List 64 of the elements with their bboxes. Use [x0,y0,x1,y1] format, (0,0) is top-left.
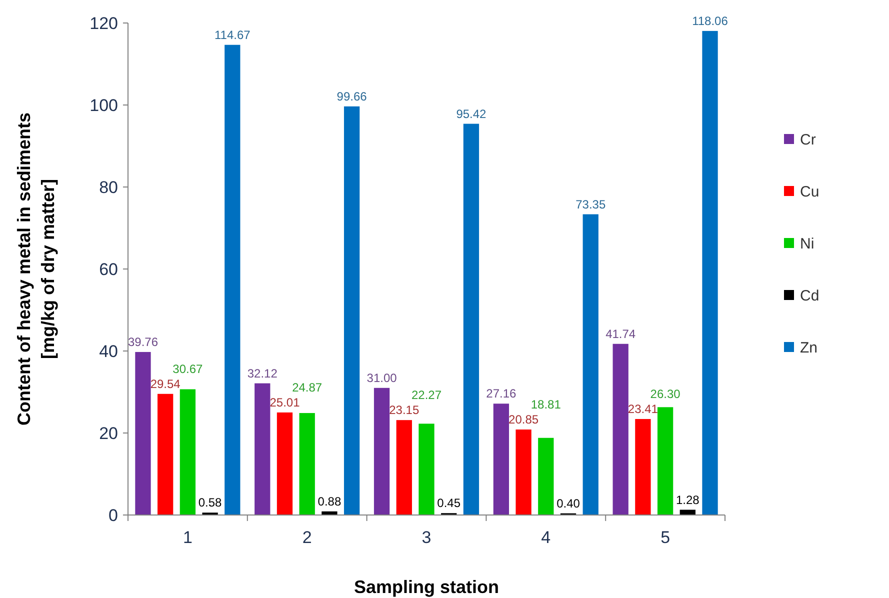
data-label: 99.66 [336,89,368,104]
data-label: 73.35 [576,197,606,212]
y-axis-title: Content of heavy metal in sediments [mg/kg of dry matter] [14,112,58,426]
bar [702,30,718,515]
x-tick-label: 4 [541,528,551,547]
data-label: 25.01 [270,395,300,410]
data-label: 118.06 [692,14,728,28]
x-tick-label: 3 [422,528,432,547]
x-tick-label: 2 [302,528,312,547]
bar [344,106,360,515]
bar [635,419,651,515]
data-label: 0.40 [556,496,580,510]
data-label: 0.45 [437,496,461,510]
data-label: 29.54 [150,376,181,391]
bar [463,124,480,515]
bar [374,388,390,515]
data-label: 30.67 [172,362,204,376]
data-label: 27.16 [486,386,517,401]
legend-label: Ni [800,235,814,252]
bar [582,214,598,515]
y-tick-label: 100 [90,96,118,115]
bar [299,413,315,515]
data-label: 95.42 [456,106,487,121]
x-axis-title: Sampling station [354,577,500,597]
legend-label: Cu [800,183,820,200]
data-label: 0.88 [318,494,342,508]
data-label: 32.12 [247,366,278,380]
data-label: 23.15 [389,403,420,418]
data-label: 23.41 [628,402,658,416]
y-tick-label: 80 [99,178,118,197]
bar [538,438,554,515]
bar [612,344,628,515]
y-tick-label: 120 [90,14,118,33]
y-tick-label: 0 [108,506,118,525]
data-label: 0.58 [198,496,222,510]
bar [158,394,174,515]
legend-label: Cd [800,287,820,304]
data-label: 26.30 [650,387,681,402]
x-tick-label: 1 [182,528,192,547]
y-tick-label: 40 [99,342,118,361]
y-tick-label: 20 [99,424,118,443]
y-tick-label: 60 [99,260,118,279]
bar [396,420,412,515]
bar [254,383,270,515]
bar [224,44,240,515]
bar [418,424,434,515]
data-label: 24.87 [292,380,322,394]
bar [493,404,510,515]
legend-label: Cr [800,131,816,148]
bar [135,352,151,515]
data-label: 41.74 [606,326,636,341]
data-label: 114.67 [214,28,251,42]
data-label: 20.85 [508,412,539,427]
data-label: 18.81 [530,398,562,412]
data-label: 39.76 [128,334,158,349]
bar [180,389,196,515]
bar [657,407,674,515]
data-label: 31.00 [366,370,398,385]
bar [276,412,293,515]
data-label: 1.28 [676,492,700,507]
x-tick-label: 5 [660,528,670,547]
data-label: 22.27 [411,388,442,402]
legend-label: Zn [800,339,818,356]
bar [516,430,532,515]
